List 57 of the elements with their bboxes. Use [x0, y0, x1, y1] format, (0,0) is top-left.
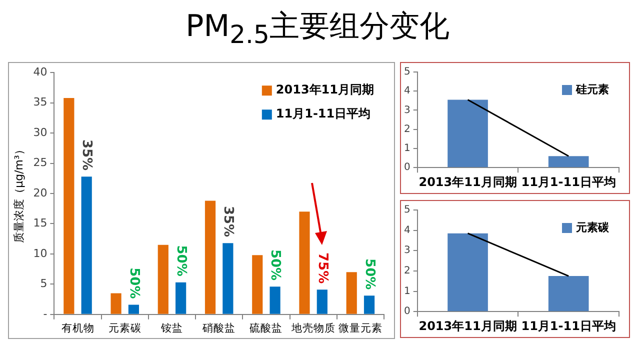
- bar: [158, 244, 168, 314]
- annotation: 75%: [314, 252, 330, 284]
- legend-label: 2013年11月同期: [276, 82, 374, 97]
- bar: [222, 243, 234, 314]
- x-tick-label: 元素碳: [108, 321, 142, 334]
- bar: [316, 290, 328, 314]
- y-tick-label: 1: [404, 143, 410, 154]
- y-tick-label: 2: [404, 124, 410, 135]
- bar: [110, 293, 122, 314]
- y-tick-label: 15: [33, 216, 48, 230]
- legend-label: 元素碳: [575, 220, 610, 234]
- x-tick-label: 微量元素: [338, 321, 382, 334]
- annotation: 35%: [220, 206, 236, 238]
- bar: [364, 296, 375, 314]
- y-axis-title: 质量浓度（μg/m³）: [12, 144, 26, 243]
- bar: [64, 98, 74, 314]
- bar: [81, 176, 92, 314]
- x-tick-label: 硫酸盐: [250, 321, 283, 334]
- x-tick-label: 铵盐: [160, 321, 183, 334]
- y-tick-label: 2: [404, 266, 410, 277]
- legend-label: 11月1-11日平均: [276, 106, 371, 121]
- bar: [204, 200, 216, 314]
- bar: [346, 272, 357, 314]
- y-tick-label: 10: [33, 246, 48, 260]
- bar: [128, 304, 140, 314]
- bar: [176, 282, 186, 314]
- annotation: 50%: [126, 268, 142, 299]
- y-tick-label: 3: [404, 245, 410, 256]
- y-tick-label: 1: [404, 286, 410, 297]
- x-tick-label: 地壳物质: [290, 321, 336, 334]
- y-tick-label: 35: [33, 96, 48, 109]
- y-tick-label: 5: [40, 277, 48, 290]
- bar: [299, 212, 310, 314]
- y-tick-label: -: [43, 307, 48, 320]
- x-tick-label: 硝酸盐: [202, 321, 236, 334]
- y-tick-label: 0: [404, 162, 410, 174]
- x-tick-label: 11月1-11日平均: [521, 318, 616, 333]
- x-tick-label: 2013年11月同期: [418, 318, 517, 333]
- x-tick-label: 有机物: [61, 322, 94, 334]
- y-tick-label: 20: [33, 186, 48, 200]
- y-tick-label: 4: [404, 224, 410, 236]
- y-tick-label: 3: [404, 104, 410, 116]
- chart-title: PM$_{2.5}$主要组分变化: [184, 8, 450, 49]
- y-tick-label: 5: [404, 204, 410, 216]
- y-tick-label: 4: [404, 86, 410, 97]
- y-tick-label: 25: [33, 156, 48, 170]
- y-tick-label: 5: [404, 66, 410, 78]
- bar: [270, 286, 280, 314]
- bar: [252, 255, 263, 314]
- legend-label: 硅元素: [575, 82, 609, 96]
- y-tick-label: 40: [33, 65, 48, 78]
- annotation: 50%: [362, 258, 377, 290]
- annotation: 50%: [173, 245, 188, 276]
- y-tick-label: 0: [404, 306, 410, 318]
- y-tick-label: 30: [33, 126, 48, 139]
- annotation: 50%: [268, 249, 283, 281]
- annotation: 35%: [79, 139, 94, 171]
